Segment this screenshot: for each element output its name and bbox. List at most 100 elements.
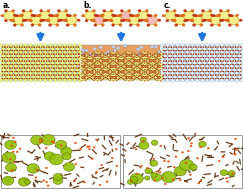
Circle shape: [208, 47, 212, 50]
Circle shape: [110, 53, 112, 54]
Circle shape: [9, 57, 10, 58]
Circle shape: [234, 154, 236, 155]
Circle shape: [99, 72, 100, 73]
Circle shape: [189, 66, 191, 67]
Circle shape: [191, 9, 194, 12]
Circle shape: [41, 47, 45, 50]
Circle shape: [156, 69, 157, 70]
Circle shape: [219, 9, 222, 12]
Circle shape: [8, 59, 9, 60]
Circle shape: [131, 66, 132, 67]
Circle shape: [210, 50, 211, 51]
Circle shape: [102, 60, 104, 61]
Circle shape: [160, 55, 161, 56]
Circle shape: [14, 65, 18, 68]
Circle shape: [163, 47, 165, 48]
Circle shape: [145, 168, 152, 174]
Circle shape: [102, 79, 103, 80]
Circle shape: [224, 59, 225, 60]
Circle shape: [209, 66, 210, 67]
Circle shape: [113, 74, 114, 75]
Circle shape: [44, 64, 45, 65]
Circle shape: [32, 52, 34, 53]
Circle shape: [195, 61, 197, 62]
Circle shape: [152, 57, 153, 58]
Circle shape: [165, 80, 166, 81]
Circle shape: [240, 57, 241, 58]
Circle shape: [193, 50, 194, 51]
Circle shape: [93, 78, 95, 79]
Circle shape: [53, 50, 55, 51]
Circle shape: [43, 78, 45, 79]
Circle shape: [114, 54, 115, 55]
Circle shape: [4, 57, 6, 58]
Circle shape: [200, 50, 201, 51]
Circle shape: [240, 57, 241, 58]
Circle shape: [58, 78, 59, 79]
Circle shape: [111, 66, 116, 70]
Circle shape: [177, 69, 178, 70]
Circle shape: [131, 55, 132, 56]
Circle shape: [230, 50, 231, 51]
Circle shape: [41, 78, 42, 79]
Circle shape: [150, 67, 151, 68]
Circle shape: [43, 51, 47, 54]
Circle shape: [103, 78, 104, 79]
Circle shape: [109, 74, 110, 75]
Circle shape: [220, 75, 221, 76]
Circle shape: [47, 45, 48, 46]
Circle shape: [188, 68, 192, 71]
Circle shape: [178, 71, 179, 72]
Circle shape: [15, 55, 16, 56]
Circle shape: [51, 61, 52, 62]
Circle shape: [66, 78, 67, 79]
Circle shape: [31, 68, 35, 71]
Circle shape: [150, 78, 151, 79]
Circle shape: [22, 57, 23, 58]
Circle shape: [48, 47, 50, 48]
Circle shape: [105, 55, 106, 56]
Circle shape: [224, 80, 225, 81]
Circle shape: [235, 72, 239, 75]
Circle shape: [94, 14, 97, 16]
Circle shape: [204, 80, 205, 81]
Circle shape: [78, 50, 79, 51]
Circle shape: [110, 78, 112, 79]
Circle shape: [92, 79, 93, 80]
Circle shape: [52, 80, 53, 81]
Circle shape: [58, 71, 60, 72]
Circle shape: [124, 74, 125, 75]
Circle shape: [149, 15, 152, 17]
Circle shape: [82, 76, 84, 77]
Circle shape: [127, 76, 129, 77]
Circle shape: [48, 51, 52, 54]
Circle shape: [131, 71, 136, 75]
Circle shape: [166, 68, 167, 69]
Circle shape: [128, 63, 130, 64]
Circle shape: [232, 173, 234, 174]
Circle shape: [34, 58, 38, 61]
Circle shape: [29, 78, 30, 79]
Circle shape: [14, 47, 15, 48]
Ellipse shape: [93, 54, 102, 56]
Circle shape: [29, 51, 33, 54]
Circle shape: [36, 54, 37, 55]
Circle shape: [148, 56, 149, 57]
Circle shape: [175, 50, 177, 51]
Circle shape: [139, 73, 140, 74]
Circle shape: [133, 63, 134, 64]
Circle shape: [18, 45, 19, 46]
Circle shape: [21, 78, 23, 79]
Circle shape: [222, 68, 226, 71]
Circle shape: [155, 71, 156, 72]
Circle shape: [2, 71, 3, 72]
Circle shape: [122, 58, 127, 62]
Circle shape: [117, 61, 118, 62]
Circle shape: [52, 45, 53, 46]
Circle shape: [114, 61, 116, 62]
Circle shape: [124, 69, 125, 70]
Circle shape: [62, 59, 63, 60]
Circle shape: [18, 66, 19, 67]
Circle shape: [103, 67, 104, 68]
Circle shape: [11, 48, 12, 49]
